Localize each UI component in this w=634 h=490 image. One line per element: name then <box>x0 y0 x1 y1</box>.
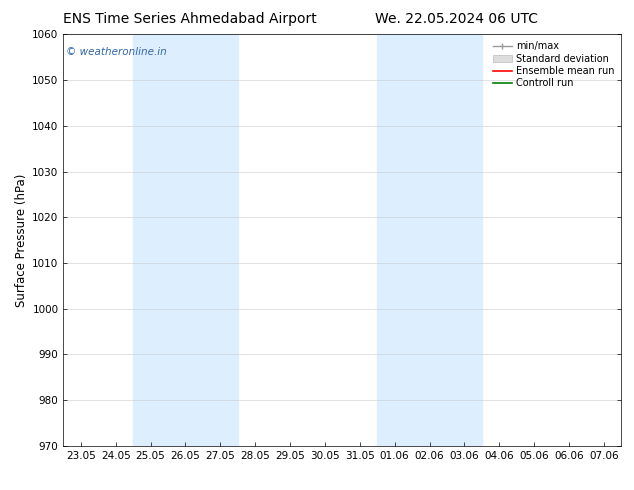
Legend: min/max, Standard deviation, Ensemble mean run, Controll run: min/max, Standard deviation, Ensemble me… <box>491 39 616 90</box>
Bar <box>133 34 238 446</box>
Text: We. 22.05.2024 06 UTC: We. 22.05.2024 06 UTC <box>375 12 538 26</box>
Text: ENS Time Series Ahmedabad Airport: ENS Time Series Ahmedabad Airport <box>63 12 317 26</box>
Text: © weatheronline.in: © weatheronline.in <box>66 47 167 57</box>
Y-axis label: Surface Pressure (hPa): Surface Pressure (hPa) <box>15 173 28 307</box>
Bar <box>377 34 482 446</box>
